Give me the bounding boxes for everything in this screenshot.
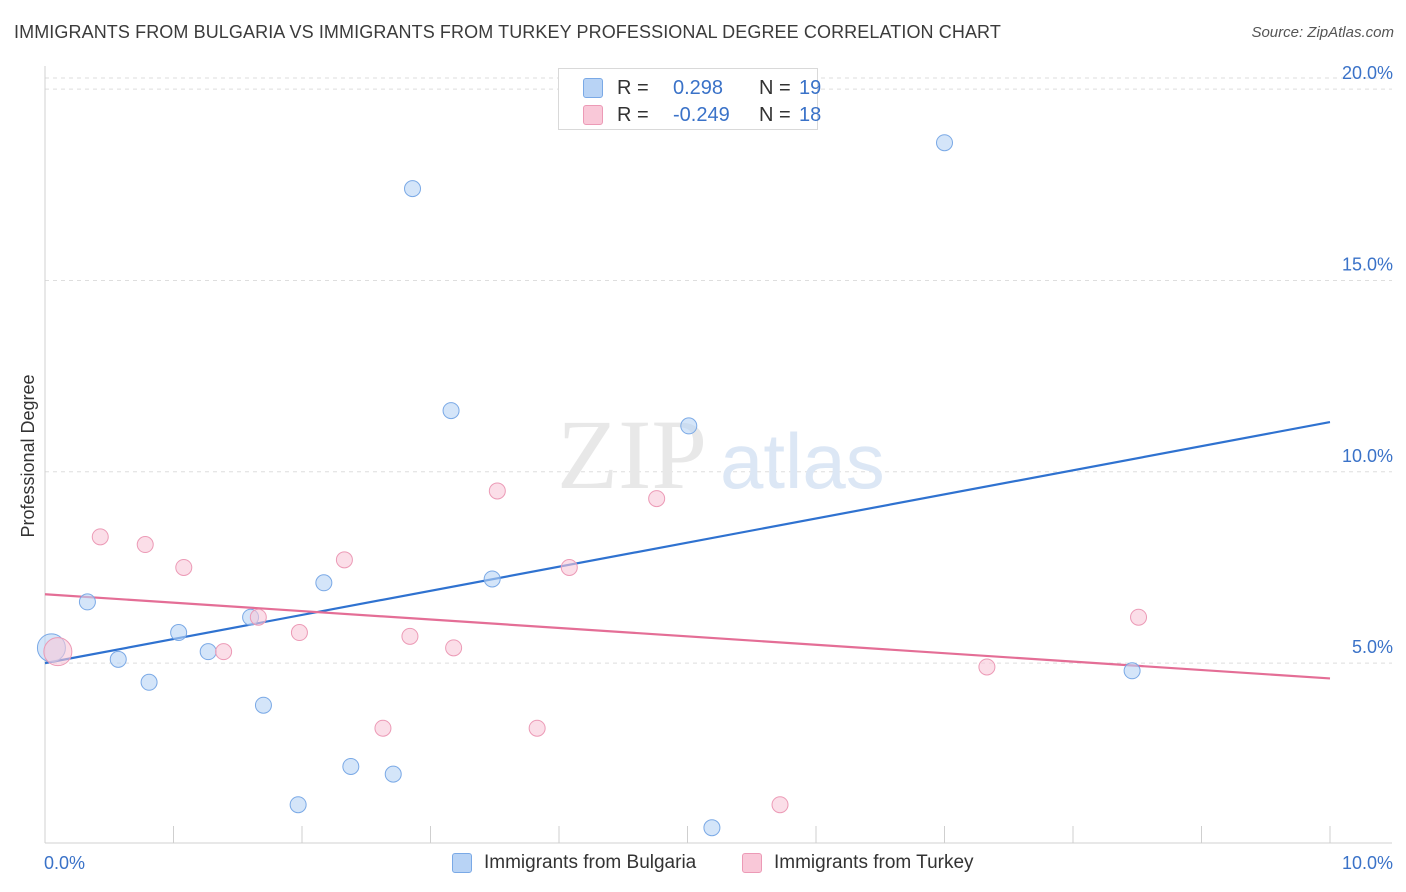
y-tick-label: 20.0% [1342,63,1393,83]
series-label-turkey: Immigrants from Turkey [774,852,974,873]
data-point-turkey [215,643,233,661]
data-point-turkey [771,796,789,814]
trend-line-turkey [44,593,1331,680]
data-point-bulgaria [384,765,402,783]
watermark-atlas: atlas [720,417,885,505]
data-point-turkey [136,536,154,554]
data-point-turkey [91,528,109,546]
data-point-turkey [648,490,666,508]
watermark: ZIP atlas [557,399,885,510]
legend-n-value: 19 [799,77,822,99]
data-point-turkey [374,719,392,737]
chart-title: IMMIGRANTS FROM BULGARIA VS IMMIGRANTS F… [14,22,1001,42]
legend-r-value: 0.298 [673,77,724,99]
data-point-turkey [175,558,193,576]
legend-swatch-turkey [583,105,603,125]
data-point-bulgaria [936,134,953,152]
data-point-bulgaria [680,417,698,435]
legend-n-label: N = [759,104,791,126]
data-point-turkey [560,558,578,576]
data-point-turkey [528,719,546,737]
data-point-bulgaria [109,650,127,668]
data-point-turkey [488,482,506,500]
y-tick-label: 5.0% [1352,637,1393,657]
legend-r-label: R = [617,77,649,99]
grid-layer [45,77,1392,664]
correlation-legend: R = 0.298 N = 19 R = -0.249 N = 18 [558,68,822,130]
data-point-bulgaria [442,402,460,420]
data-point-bulgaria [703,819,721,837]
watermark-zip: ZIP [557,399,707,510]
data-point-bulgaria [315,574,333,592]
data-point-bulgaria [342,757,360,775]
data-point-turkey [335,551,353,569]
series-swatch-turkey [742,853,762,873]
x-tick-label: 10.0% [1342,853,1393,873]
data-point-turkey [1130,608,1148,626]
legend-r-value: -0.249 [673,104,730,126]
data-point-bulgaria [483,570,501,588]
series-swatch-bulgaria [452,853,472,873]
data-point-bulgaria [289,796,307,814]
point-layer [36,134,1148,837]
data-point-bulgaria [199,643,217,661]
data-point-turkey [249,608,267,626]
data-point-turkey [401,627,419,645]
data-point-turkey [43,637,73,667]
legend-r-label: R = [617,104,649,126]
x-tick-label: 0.0% [44,853,85,873]
axis-layer: 5.0% 10.0% 15.0% 20.0% 0.0% 10.0% [44,63,1393,873]
y-tick-label: 10.0% [1342,446,1393,466]
data-point-turkey [445,639,463,657]
legend-swatch-bulgaria [583,78,603,98]
data-point-bulgaria [170,624,188,642]
legend-n-value: 18 [799,104,822,126]
data-point-bulgaria [254,696,272,714]
source-credit: Source: ZipAtlas.com [1251,24,1394,41]
data-point-bulgaria [78,593,96,611]
data-point-bulgaria [140,673,158,691]
y-tick-label: 15.0% [1342,254,1393,274]
series-label-bulgaria: Immigrants from Bulgaria [484,852,697,873]
data-point-turkey [978,658,996,676]
data-point-turkey [290,624,308,642]
data-point-bulgaria [1123,662,1141,680]
data-point-bulgaria [404,180,422,198]
y-axis-label: Professional Degree [18,374,38,537]
legend-n-label: N = [759,77,791,99]
